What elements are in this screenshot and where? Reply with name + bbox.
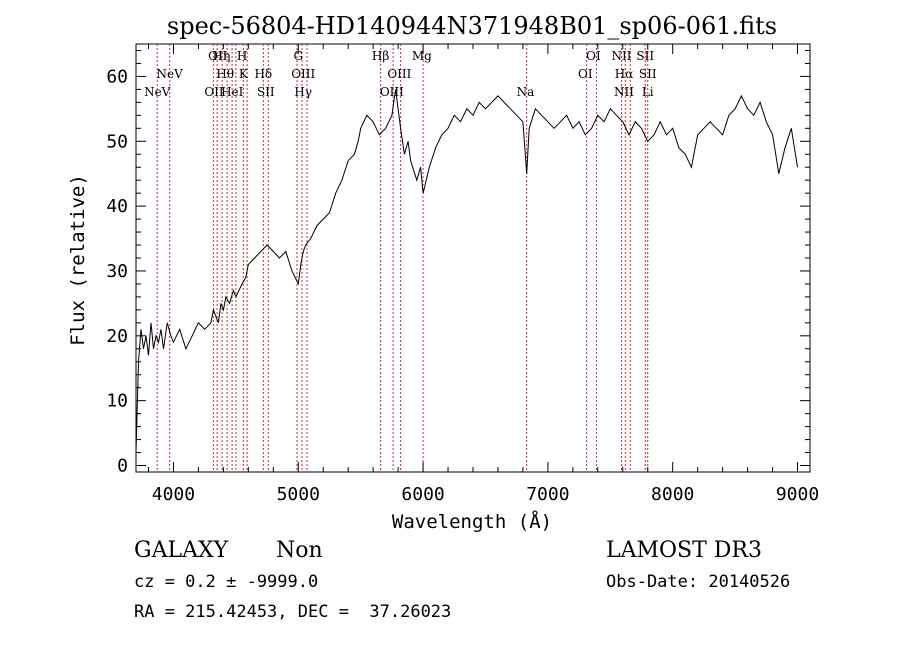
emission-line-label: OI	[578, 67, 593, 81]
spectrum-line	[135, 89, 798, 453]
y-tick-label: 10	[106, 391, 128, 412]
emission-line-label: K	[239, 67, 249, 81]
emission-line-label: Hη	[213, 49, 231, 63]
emission-line-label: NII	[614, 85, 634, 99]
x-tick-label: 5000	[277, 484, 320, 505]
emission-line-label: Hβ	[372, 49, 389, 63]
emission-line-label: SII	[636, 49, 654, 63]
x-tick-label: 7000	[526, 484, 569, 505]
object-class: GALAXY	[134, 538, 229, 563]
emission-line-label: Hγ	[294, 85, 312, 99]
y-tick-label: 20	[106, 326, 128, 347]
emission-line-label: Mg	[412, 49, 432, 63]
x-axis-label: Wavelength (Å)	[392, 510, 552, 533]
x-tick-label: 6000	[401, 484, 444, 505]
emission-line-label: OII	[208, 49, 228, 63]
emission-line-label: Hδ	[254, 67, 272, 81]
y-tick-label: 30	[106, 261, 128, 282]
emission-line-label: OIII	[380, 85, 404, 99]
emission-line-label: H	[237, 49, 247, 63]
coordinates: RA = 215.42453, DEC = 37.26023	[134, 602, 452, 622]
object-subclass: Non	[276, 538, 323, 563]
y-tick-label: 0	[117, 456, 128, 477]
emission-line-label: OI	[586, 49, 601, 63]
y-tick-label: 50	[106, 131, 128, 152]
emission-line-label: OII	[204, 85, 224, 99]
emission-line-markers	[156, 44, 649, 472]
y-axis: 0 10 20 30 40 50 60	[106, 49, 810, 477]
emission-line-label: NeV	[144, 85, 171, 99]
emission-line-label: SII	[257, 85, 275, 99]
y-tick-label: 40	[106, 196, 128, 217]
survey-name: LAMOST DR3	[606, 538, 762, 563]
emission-line-label: OIII	[291, 67, 315, 81]
x-axis: 4000 5000 6000 7000 8000 9000	[147, 44, 819, 505]
emission-line-label: NII	[612, 49, 632, 63]
plot-frame	[135, 43, 811, 473]
x-tick-label: 8000	[651, 484, 694, 505]
redshift-cz: cz = 0.2 ± -9999.0	[134, 572, 319, 592]
observation-date: Obs-Date: 20140526	[606, 572, 791, 592]
emission-line-label: Na	[517, 85, 535, 99]
y-axis-label: Flux (relative)	[67, 174, 89, 346]
emission-line-label: Li	[642, 85, 654, 99]
y-tick-label: 60	[106, 66, 128, 87]
chart-title: spec-56804-HD140944N371948B01_sp06-061.f…	[167, 12, 777, 40]
emission-line-label: SII	[639, 67, 657, 81]
emission-line-label: NeV	[157, 67, 184, 81]
x-tick-label: 4000	[152, 484, 195, 505]
emission-line-label: Hα	[615, 67, 634, 81]
emission-line-label: G	[293, 49, 303, 63]
emission-line-label: OIII	[387, 67, 411, 81]
x-tick-label: 9000	[776, 484, 819, 505]
emission-line-label: HeI	[221, 85, 244, 99]
emission-line-label: Hθ	[216, 67, 234, 81]
